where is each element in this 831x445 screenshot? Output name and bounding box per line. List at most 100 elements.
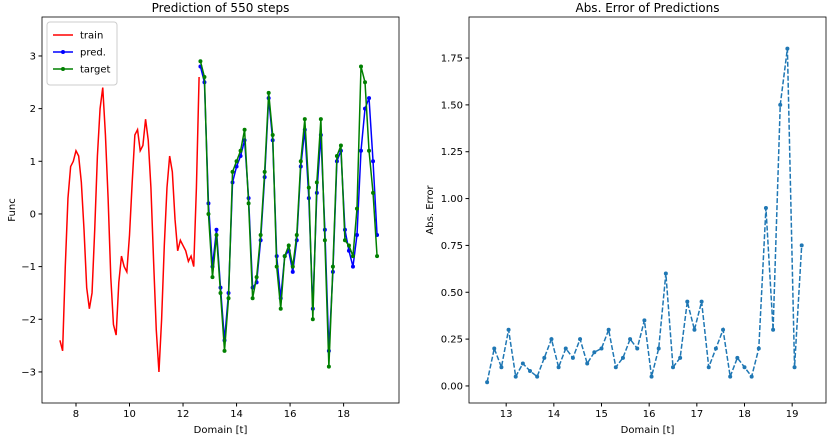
legend-marker	[61, 67, 65, 71]
marker	[298, 159, 303, 164]
legend-marker	[61, 50, 65, 54]
legend-label: train	[80, 31, 103, 42]
y-tick-label: −2	[21, 315, 36, 326]
series-line	[199, 61, 378, 367]
marker	[763, 205, 768, 210]
marker	[238, 148, 243, 153]
marker	[671, 365, 675, 370]
marker	[549, 337, 554, 342]
marker	[230, 169, 235, 174]
marker	[294, 233, 299, 238]
marker	[334, 154, 339, 159]
marker	[713, 346, 718, 351]
plot-frame	[468, 16, 827, 404]
marker	[556, 365, 561, 370]
marker	[254, 275, 259, 280]
marker	[685, 299, 690, 304]
marker	[699, 299, 704, 304]
marker	[542, 355, 547, 360]
x-tick-label: 17	[690, 409, 703, 420]
marker	[286, 243, 291, 248]
marker	[358, 64, 363, 69]
marker	[363, 80, 368, 85]
marker	[375, 254, 380, 259]
marker	[302, 117, 307, 122]
marker	[742, 365, 747, 370]
marker	[570, 355, 575, 360]
marker	[592, 350, 597, 355]
marker	[342, 238, 347, 243]
legend-label: pred.	[80, 48, 106, 59]
marker	[721, 327, 726, 332]
marker	[528, 368, 533, 373]
marker	[371, 190, 376, 195]
marker	[318, 117, 323, 122]
marker	[692, 327, 697, 332]
marker	[322, 238, 327, 243]
x-tick-label: 16	[643, 409, 656, 420]
y-tick-label: −3	[21, 367, 36, 378]
marker	[314, 180, 319, 185]
marker	[242, 127, 247, 132]
marker	[606, 327, 611, 332]
x-tick-label: 13	[500, 409, 513, 420]
marker	[266, 90, 271, 95]
x-tick-label: 16	[284, 409, 297, 420]
marker	[282, 254, 287, 259]
y-tick-label: 2	[30, 104, 36, 115]
marker	[354, 233, 359, 238]
marker	[785, 46, 790, 51]
y-tick-label: 0.00	[441, 381, 463, 392]
marker	[210, 275, 215, 280]
marker	[262, 169, 267, 174]
marker	[749, 374, 754, 379]
marker	[214, 233, 219, 238]
x-axis-label: Domain [t]	[194, 425, 248, 436]
marker	[278, 306, 283, 311]
marker	[706, 365, 711, 370]
marker	[371, 159, 376, 164]
y-tick-label: −1	[21, 262, 36, 273]
marker	[642, 318, 647, 323]
marker	[346, 243, 351, 248]
marker	[656, 346, 661, 351]
y-axis-label: Func	[7, 198, 18, 221]
marker	[492, 346, 497, 351]
marker	[506, 327, 511, 332]
marker	[613, 365, 618, 370]
x-axis-label: Domain [t]	[621, 425, 675, 436]
marker	[499, 365, 504, 370]
marker	[628, 337, 633, 342]
marker	[290, 269, 295, 274]
marker	[771, 327, 776, 332]
marker	[367, 96, 372, 101]
series-line	[486, 48, 803, 383]
marker	[358, 148, 363, 153]
marker	[563, 346, 568, 351]
marker	[513, 374, 518, 379]
marker	[778, 102, 783, 107]
marker	[250, 296, 255, 301]
marker	[354, 206, 359, 211]
marker	[218, 290, 223, 295]
x-tick-label: 8	[73, 409, 79, 420]
chart-title: Abs. Error of Predictions	[575, 1, 719, 15]
marker	[270, 132, 275, 137]
marker	[306, 185, 311, 190]
marker	[728, 374, 733, 379]
x-tick-label: 18	[337, 409, 350, 420]
marker	[735, 355, 740, 360]
marker	[678, 355, 683, 360]
marker	[258, 233, 263, 238]
marker	[274, 264, 279, 269]
series-line	[59, 77, 200, 372]
marker	[202, 75, 207, 80]
marker	[330, 264, 335, 269]
x-tick-label: 15	[595, 409, 608, 420]
x-tick-label: 12	[177, 409, 190, 420]
y-tick-label: 1	[30, 157, 36, 168]
marker	[663, 271, 668, 276]
series-line	[199, 66, 378, 351]
y-tick-label: 1.00	[441, 194, 463, 205]
marker	[234, 159, 239, 164]
